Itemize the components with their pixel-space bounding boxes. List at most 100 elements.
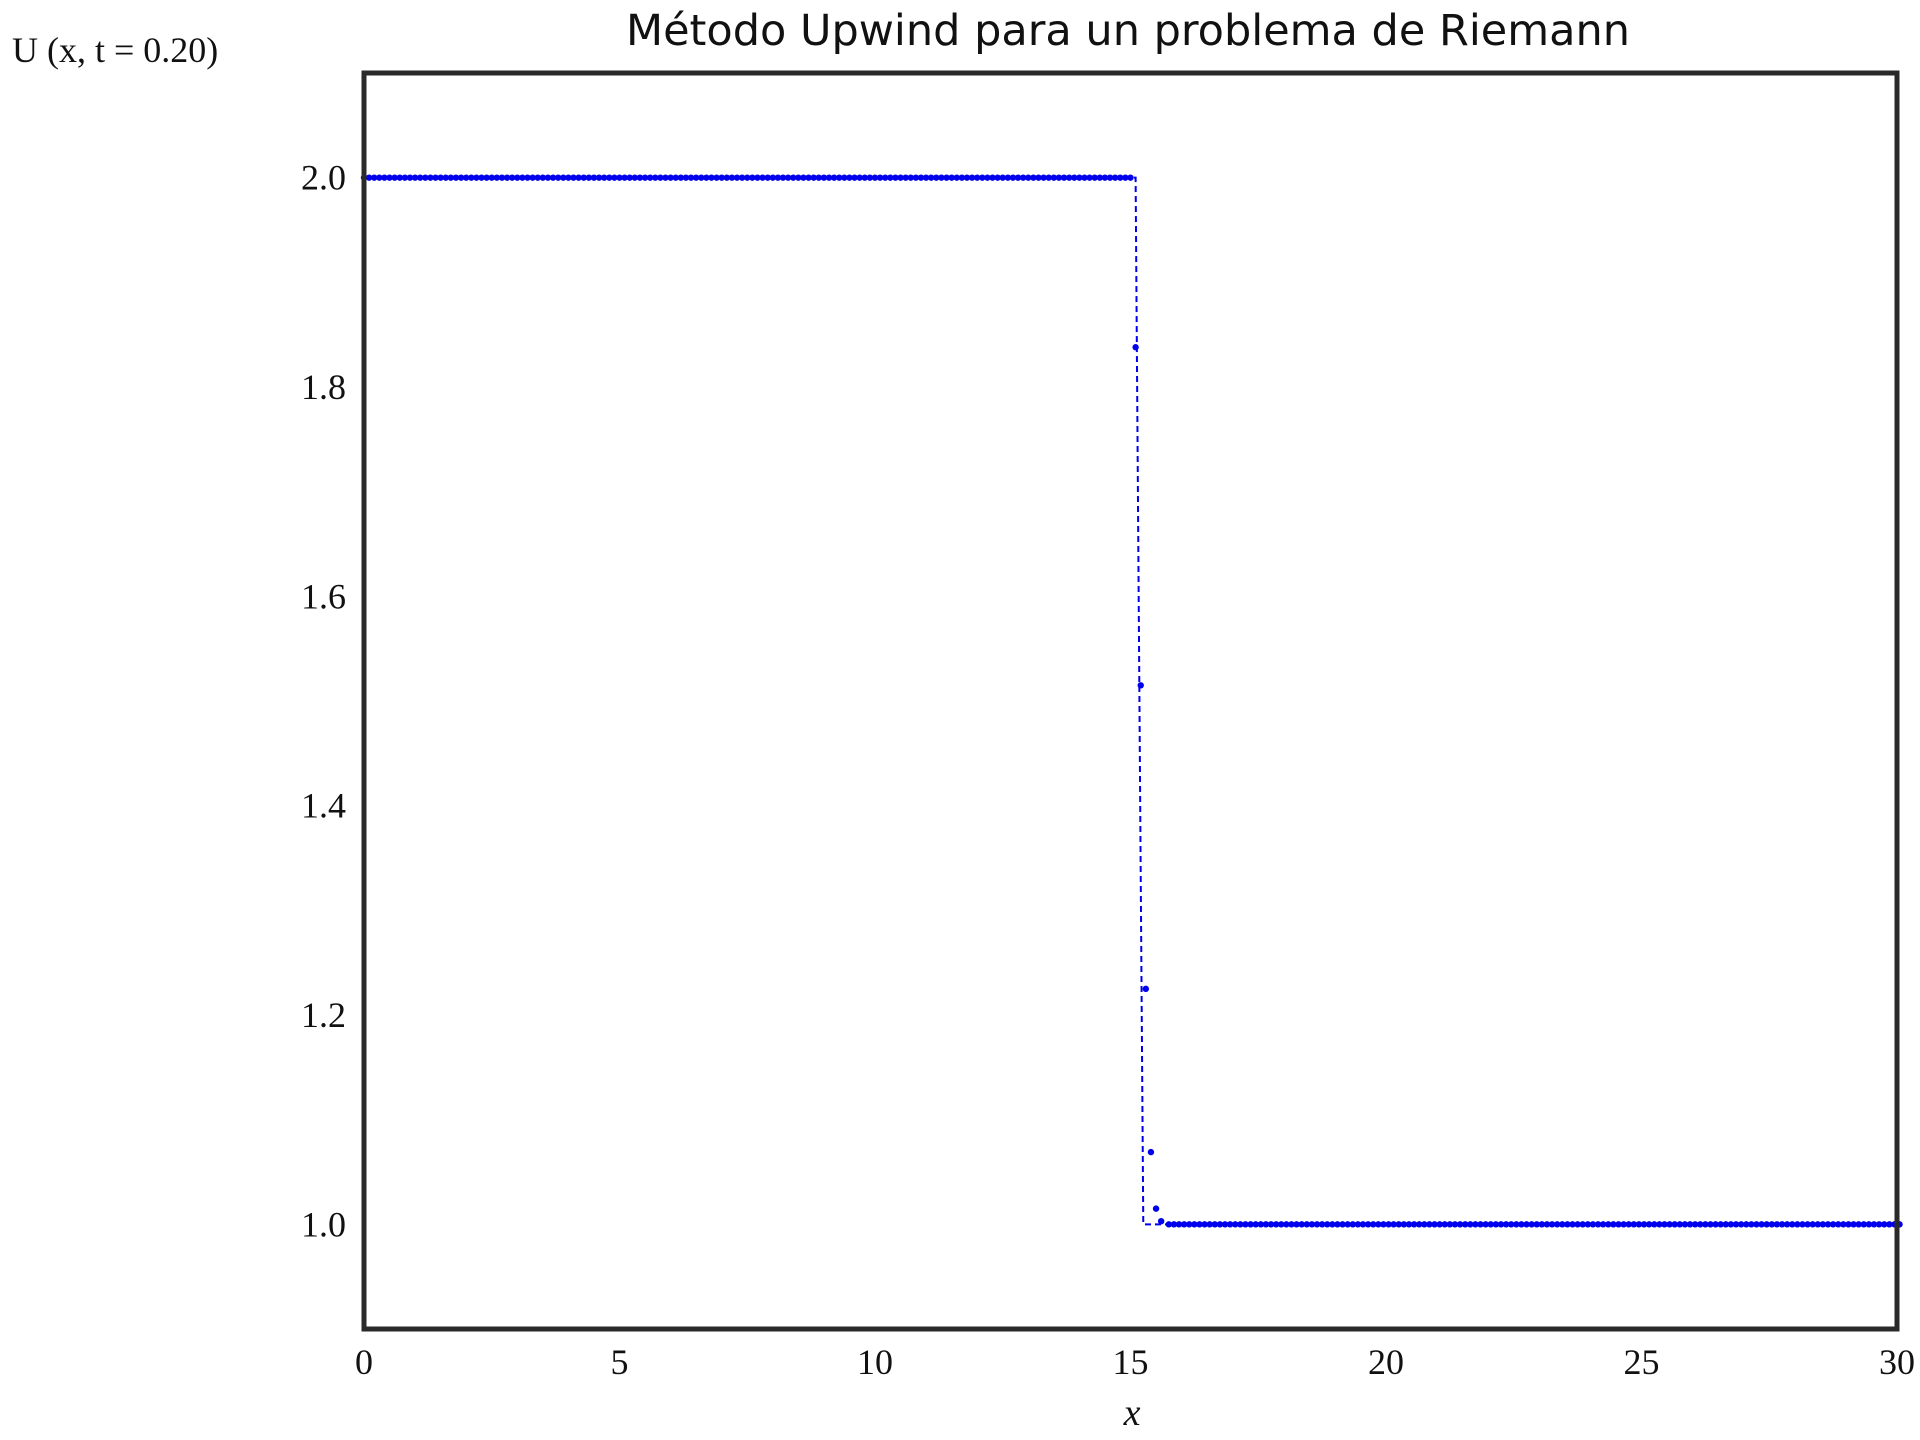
data-point [1584, 1221, 1592, 1228]
data-point [1794, 1221, 1801, 1228]
data-point [1594, 1221, 1602, 1228]
data-point [1881, 1221, 1888, 1228]
data-point [1237, 1221, 1244, 1228]
data-point [1221, 1221, 1229, 1228]
data-point [626, 174, 633, 181]
data-point [1819, 1221, 1827, 1228]
data-point [447, 174, 455, 181]
data-point [1400, 1221, 1408, 1228]
data-point [365, 174, 373, 181]
data-point [1030, 174, 1037, 181]
data-point [1840, 1221, 1847, 1228]
data-point [1870, 1221, 1878, 1228]
data-point [759, 174, 766, 181]
data-point [514, 174, 521, 181]
data-point [1630, 1221, 1638, 1228]
data-point [744, 174, 751, 181]
data-point [1416, 1221, 1423, 1228]
data-point [1278, 1221, 1285, 1228]
data-point [1502, 1221, 1510, 1228]
data-point [493, 174, 501, 181]
data-point [1528, 1221, 1535, 1228]
x-tick-label: 15 [1113, 1342, 1149, 1382]
data-point [984, 174, 991, 181]
data-point [1697, 1221, 1704, 1228]
data-point [580, 174, 587, 181]
data-point [820, 174, 828, 181]
data-point [1799, 1221, 1806, 1228]
data-point [1824, 1221, 1832, 1228]
data-point [958, 174, 966, 181]
data-point [1763, 1221, 1770, 1228]
data-point [483, 174, 490, 181]
data-point [1390, 1221, 1397, 1228]
data-point [1101, 174, 1109, 181]
data-point [1431, 1221, 1438, 1228]
x-tick-label: 30 [1879, 1342, 1915, 1382]
data-point [508, 174, 516, 181]
data-point [754, 174, 761, 181]
data-point [1640, 1221, 1648, 1228]
data-point [401, 174, 409, 181]
data-point [427, 174, 434, 181]
data-point [1625, 1221, 1632, 1228]
data-point [1845, 1221, 1852, 1228]
data-point [600, 174, 608, 181]
data-point [1865, 1221, 1873, 1228]
data-point [1507, 1221, 1515, 1228]
x-tick-label: 0 [355, 1342, 373, 1382]
data-point [595, 174, 603, 181]
data-point [554, 174, 562, 181]
data-point [1886, 1221, 1893, 1228]
data-point [774, 174, 782, 181]
data-point [1232, 1221, 1239, 1228]
data-point [641, 174, 649, 181]
data-point [1127, 174, 1134, 181]
data-point [1206, 1221, 1213, 1228]
data-point [733, 174, 741, 181]
data-point [1344, 1221, 1351, 1228]
data-point [1040, 174, 1047, 181]
data-point [1111, 174, 1119, 181]
data-point [1441, 1221, 1448, 1228]
data-point [1691, 1221, 1699, 1228]
data-point [979, 174, 986, 181]
data-point [1216, 1221, 1224, 1228]
data-point [1814, 1221, 1822, 1228]
data-point [1875, 1221, 1883, 1228]
data-point [1091, 174, 1098, 181]
data-point [963, 174, 971, 181]
data-point [611, 174, 618, 181]
data-point [1727, 1221, 1735, 1228]
data-point [411, 174, 419, 181]
y-tick-label: 1.8 [301, 367, 346, 407]
data-point [560, 174, 567, 181]
data-point [907, 174, 914, 181]
data-point [749, 174, 756, 181]
data-point [718, 174, 725, 181]
data-point [708, 174, 715, 181]
data-point [851, 174, 858, 181]
data-point [784, 174, 792, 181]
data-point [922, 174, 930, 181]
data-point [417, 174, 424, 181]
data-point [590, 174, 598, 181]
data-point [1426, 1221, 1433, 1228]
data-point [871, 174, 879, 181]
data-point [902, 174, 909, 181]
data-point [882, 174, 889, 181]
data-point [1533, 1221, 1540, 1228]
data-point [1081, 174, 1088, 181]
data-point [1559, 1221, 1566, 1228]
y-tick-label: 1.2 [301, 995, 346, 1035]
data-point [1676, 1221, 1684, 1228]
data-point [1014, 174, 1022, 181]
data-point [1579, 1221, 1586, 1228]
data-point [692, 174, 700, 181]
data-point [677, 174, 685, 181]
data-point [1538, 1221, 1546, 1228]
data-point [1462, 1221, 1469, 1228]
data-point [437, 174, 444, 181]
data-point [876, 174, 884, 181]
